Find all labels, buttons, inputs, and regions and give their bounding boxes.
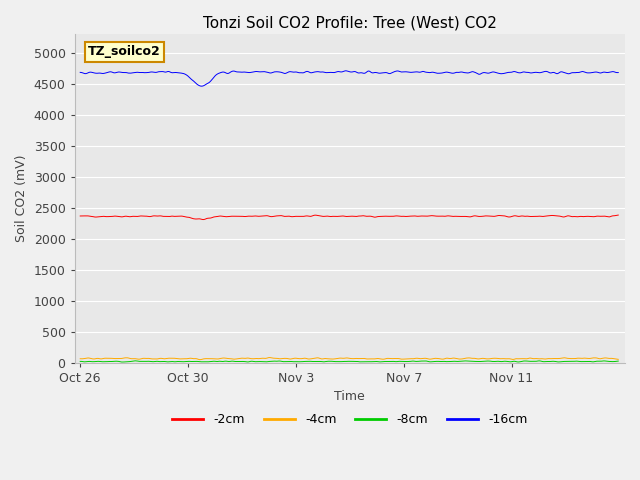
Legend: -2cm, -4cm, -8cm, -16cm: -2cm, -4cm, -8cm, -16cm <box>167 408 532 432</box>
Text: TZ_soilco2: TZ_soilco2 <box>88 46 161 59</box>
Title: Tonzi Soil CO2 Profile: Tree (West) CO2: Tonzi Soil CO2 Profile: Tree (West) CO2 <box>203 15 497 30</box>
Y-axis label: Soil CO2 (mV): Soil CO2 (mV) <box>15 155 28 242</box>
X-axis label: Time: Time <box>335 390 365 403</box>
